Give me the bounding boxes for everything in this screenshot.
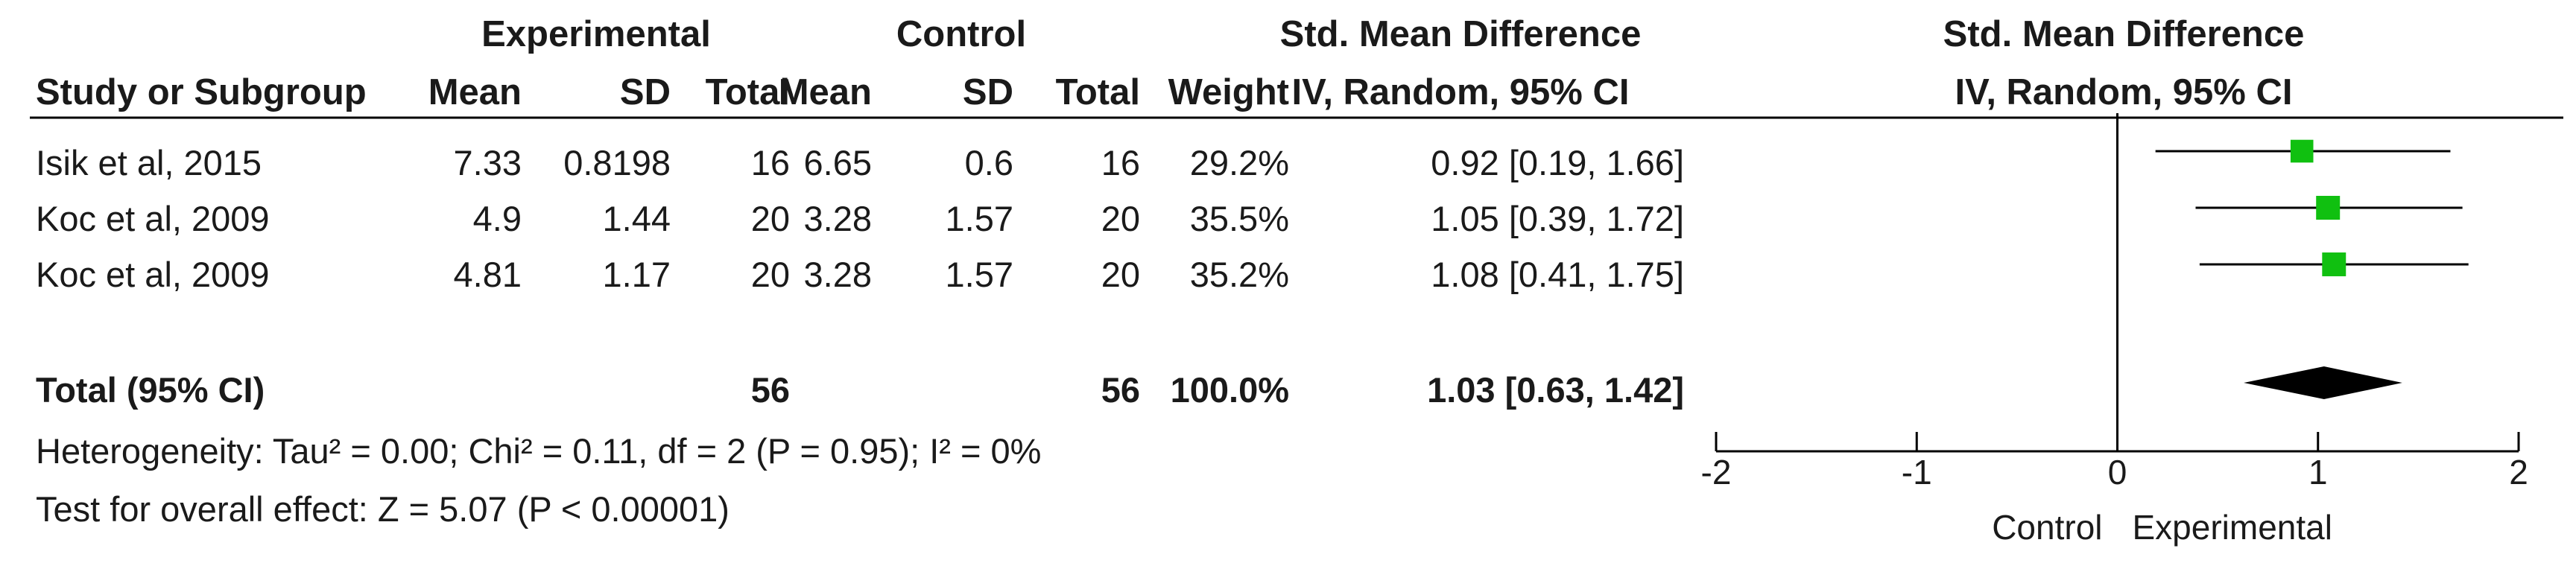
header-total-experimental: Total (705, 72, 790, 112)
header-effect-method: IV, Random, 95% CI (1291, 72, 1630, 112)
total-label: Total (95% CI) (36, 370, 265, 410)
total-experimental: 20 (750, 199, 790, 238)
mean-experimental: 7.33 (453, 143, 522, 182)
mean-experimental: 4.81 (453, 255, 522, 294)
weight: 35.5% (1189, 199, 1289, 238)
header-effect-title: Std. Mean Difference (1279, 14, 1642, 54)
header-experimental: Experimental (481, 14, 711, 54)
header-study: Study or Subgroup (36, 72, 367, 112)
study-name: Koc et al, 2009 (36, 255, 270, 294)
header-plot-method: IV, Random, 95% CI (1955, 72, 2293, 112)
total-control: 56 (1101, 370, 1140, 410)
x-tick-label: 1 (2308, 453, 2328, 492)
heterogeneity-note: Heterogeneity: Tau² = 0.00; Chi² = 0.11,… (36, 431, 1042, 471)
header-weight: Weight (1168, 72, 1289, 112)
mean-experimental: 4.9 (472, 199, 522, 238)
total-control: 20 (1101, 255, 1140, 294)
header-control: Control (896, 14, 1027, 54)
x-tick-label: 2 (2509, 453, 2528, 492)
total-experimental: 56 (750, 370, 790, 410)
study-name: Koc et al, 2009 (36, 199, 270, 238)
mean-control: 3.28 (803, 199, 872, 238)
sd-experimental: 1.44 (602, 199, 671, 238)
sd-control: 0.6 (964, 143, 1013, 182)
sd-control: 1.57 (945, 199, 1013, 238)
overall-effect-note: Test for overall effect: Z = 5.07 (P < 0… (36, 489, 730, 529)
mean-control: 6.65 (803, 143, 872, 182)
study-marker (2316, 196, 2341, 220)
x-tick-label: -2 (1701, 453, 1732, 492)
sd-experimental: 0.8198 (563, 143, 671, 182)
favours-right-label: Experimental (2133, 508, 2332, 547)
total-control: 20 (1101, 199, 1140, 238)
weight: 29.2% (1189, 143, 1289, 182)
x-tick-label: -1 (1902, 453, 1932, 492)
study-marker (2322, 252, 2346, 276)
total-control: 16 (1101, 143, 1140, 182)
header-sd-control: SD (962, 72, 1013, 112)
effect-ci: 1.08 [0.41, 1.75] (1431, 255, 1684, 294)
total-experimental: 16 (750, 143, 790, 182)
header-mean-control: Mean (778, 72, 872, 112)
study-name: Isik et al, 2015 (36, 143, 262, 182)
total-experimental: 20 (750, 255, 790, 294)
total-effect-ci: 1.03 [0.63, 1.42] (1427, 370, 1684, 410)
pooled-diamond (2244, 366, 2402, 399)
header-plot-title: Std. Mean Difference (1943, 14, 2305, 54)
effect-ci: 1.05 [0.39, 1.72] (1431, 199, 1684, 238)
favours-left-label: Control (1992, 508, 2102, 547)
sd-control: 1.57 (945, 255, 1013, 294)
study-marker (2290, 139, 2314, 163)
x-tick-label: 0 (2108, 453, 2127, 492)
header-total-control: Total (1055, 72, 1140, 112)
weight: 35.2% (1189, 255, 1289, 294)
effect-ci: 0.92 [0.19, 1.66] (1431, 143, 1684, 182)
mean-control: 3.28 (803, 255, 872, 294)
total-weight: 100.0% (1170, 370, 1289, 410)
header-mean-experimental: Mean (428, 72, 522, 112)
header-sd-experimental: SD (619, 72, 671, 112)
sd-experimental: 1.17 (602, 255, 671, 294)
